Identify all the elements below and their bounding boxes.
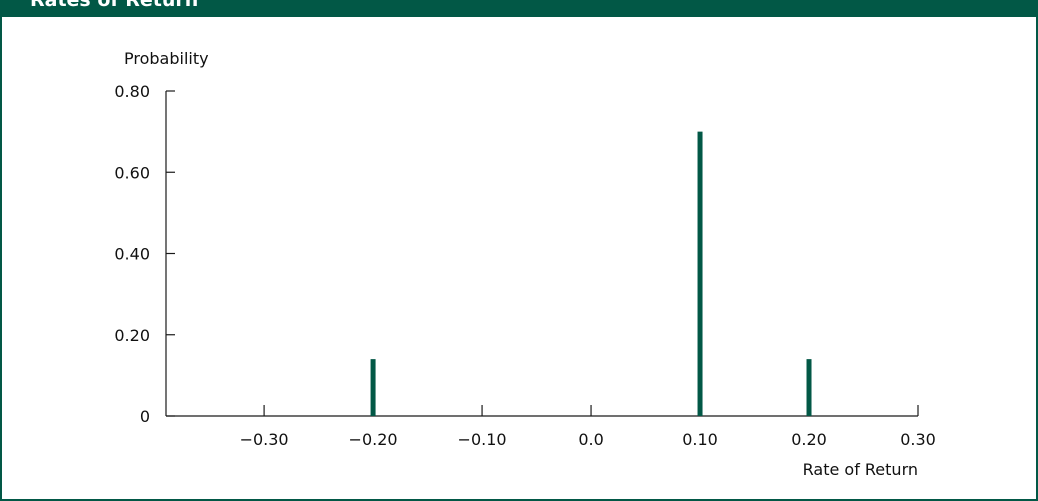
- x-tick-label: 0.30: [900, 430, 936, 449]
- bars: [370, 131, 812, 416]
- x-tick-label: 0.20: [791, 430, 827, 449]
- y-tick-label: 0: [140, 407, 150, 426]
- y-tick-label: 0.40: [114, 245, 150, 264]
- x-tick-label: −0.30: [240, 430, 289, 449]
- probability-bar: [370, 359, 376, 416]
- x-tick-label: 0.0: [578, 430, 603, 449]
- title-band: Rates of Return: [0, 0, 1038, 17]
- probability-bar: [806, 359, 812, 416]
- y-tick-label: 0.20: [114, 326, 150, 345]
- y-axis-label: Probability: [124, 49, 209, 68]
- chart-title: Rates of Return: [30, 0, 199, 11]
- probability-bar: [697, 131, 703, 416]
- x-tick-label: 0.10: [682, 430, 718, 449]
- x-axis-label: Rate of Return: [803, 460, 918, 479]
- y-tick-label: 0.80: [114, 82, 150, 101]
- axes: 0 0.20 0.40 0.60 0.80 −0.30 −0.20 −0.10 0.0 0.10 0…: [114, 82, 935, 449]
- y-tick-label: 0.60: [114, 163, 150, 182]
- x-tick-label: −0.20: [349, 430, 398, 449]
- x-tick-label: −0.10: [458, 430, 507, 449]
